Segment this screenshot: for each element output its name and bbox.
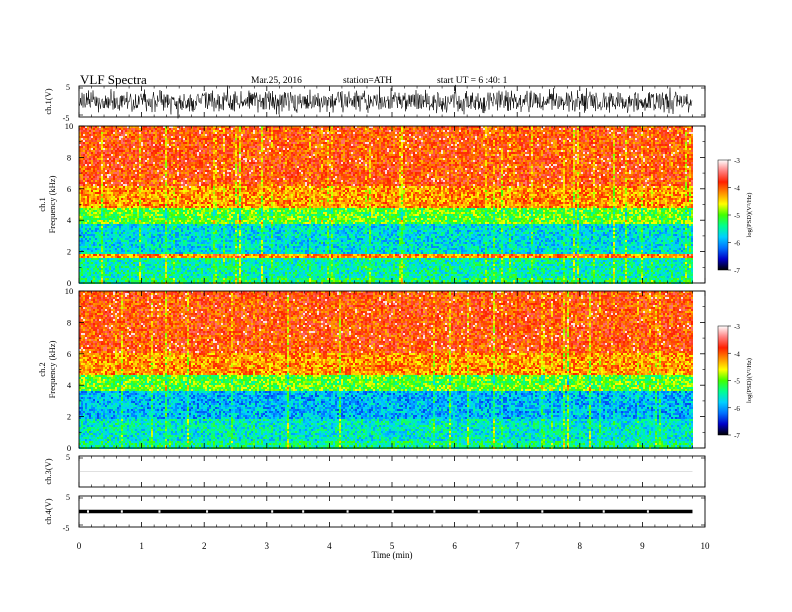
panel-ch4-waveform-series-gap <box>391 510 394 513</box>
panel-ch4-waveform-series-gap <box>158 510 161 513</box>
panel-ch1-spectrogram-colorbar <box>717 159 729 271</box>
panel-ch1-waveform-series-line <box>78 84 693 119</box>
x-tick-label: 8 <box>578 541 583 551</box>
panel-ch2-spectrogram-ytick-label: 0 <box>67 443 71 453</box>
panel-ch4-waveform-series-gap <box>477 510 480 513</box>
panel-ch1-spectrogram-ylabel: Frequency (kHz) <box>47 175 57 233</box>
panel-ch1-spectrogram-ytick-label: 2 <box>67 247 71 257</box>
x-tick-label: 7 <box>515 541 520 551</box>
x-tick-label: 10 <box>701 541 711 551</box>
panel-ch4-waveform-series-gap <box>602 510 605 513</box>
panel-ch4-waveform-ylabel: ch.4(V) <box>43 498 53 524</box>
panel-ch1-spectrogram-colorbar-tick-label: -5 <box>734 212 740 220</box>
panel-ch1-spectrogram-cells <box>79 126 693 284</box>
panel-ch2-spectrogram-ytick-label: 4 <box>67 380 72 390</box>
panel-ch2-spectrogram-colorbar-tick-label: -5 <box>734 378 740 386</box>
panel-ch2-spectrogram-colorbar-tick-label: -7 <box>734 432 740 440</box>
panel-ch1-spectrogram-ytick-label: 10 <box>65 121 74 131</box>
panel-ch3-waveform-ylabel: ch.3(V) <box>43 458 53 484</box>
panel-ch4-waveform-series-gap <box>206 510 209 513</box>
panel-ch2-spectrogram-cells <box>79 291 693 449</box>
x-axis-label: Time (min) <box>372 550 413 560</box>
panel-ch2-spectrogram-colorbar-tick-label: -6 <box>734 405 740 413</box>
panel-ch4-waveform-ytick-label: -5 <box>63 524 70 533</box>
x-tick-label: 9 <box>640 541 645 551</box>
panel-ch2-spectrogram-colorbar <box>717 325 729 436</box>
panel-ch1-spectrogram-colorbar-tick-label: -4 <box>734 185 740 193</box>
panel-ch2-spectrogram-colorbar-tick-label: -4 <box>734 350 740 358</box>
panel-ch4-waveform-series-gap <box>271 510 274 513</box>
start-time-label: start UT = 6 :40: 1 <box>437 76 507 86</box>
panel-ch2-spectrogram-colorbar-tick-label: -3 <box>734 323 740 331</box>
panel-ch1-spectrogram-colorbar-tick-label: -6 <box>734 240 740 248</box>
x-tick-label: 3 <box>265 541 270 551</box>
panel-ch2-spectrogram-ytick-label: 6 <box>67 349 71 359</box>
panel-ch2-spectrogram-ytick-label: 2 <box>67 412 71 422</box>
panel-ch2-spectrogram-ylabel: Frequency (kHz) <box>47 340 57 398</box>
panel-ch4-waveform-series-gap <box>541 510 544 513</box>
panel-ch2-spectrogram-colorbar-label: log(PSD)(V²/Hz) <box>746 358 753 403</box>
station-label: station=ATH <box>343 76 392 86</box>
panel-ch1-spectrogram-colorbar-tick-label: -3 <box>734 157 740 165</box>
x-tick-label: 5 <box>390 541 395 551</box>
chart-title: VLF Spectra <box>80 72 147 88</box>
panel-ch1-spectrogram-ytick-label: 0 <box>67 278 71 288</box>
x-tick-label: 0 <box>77 541 82 551</box>
panel-ch1-waveform-ytick-label: -5 <box>63 114 70 123</box>
x-tick-label: 2 <box>202 541 207 551</box>
panel-ch1-spectrogram-ylabel: ch.1 <box>37 197 47 211</box>
x-tick-label: 4 <box>327 541 332 551</box>
panel-ch2-spectrogram-ylabel: ch.2 <box>37 362 47 376</box>
panel-ch4-waveform-series-gap <box>646 510 649 513</box>
panel-ch3-waveform-ytick-label: 5 <box>66 453 70 462</box>
panel-ch1-spectrogram-ytick-label: 4 <box>67 215 72 225</box>
panel-ch1-spectrogram-ytick-label: 8 <box>67 152 71 162</box>
panel-ch4-waveform-series-gap <box>120 510 123 513</box>
panel-ch4-waveform-series-gap <box>87 510 89 513</box>
x-tick-label: 6 <box>452 541 457 551</box>
x-tick-label: 1 <box>139 541 144 551</box>
panel-ch1-spectrogram-ytick-label: 6 <box>67 184 71 194</box>
panel-ch4-waveform-ytick-label: 5 <box>66 493 70 502</box>
panel-ch1-spectrogram-colorbar-tick-label: -7 <box>734 267 740 275</box>
panel-ch4-waveform-series-gap <box>302 510 305 513</box>
panel-ch2-spectrogram-ytick-label: 8 <box>67 317 71 327</box>
panel-ch1-spectrogram-colorbar-label: log(PSD)(V²/Hz) <box>746 193 753 238</box>
panel-ch1-waveform-ytick-label: 5 <box>66 83 70 92</box>
panel-ch1-waveform-ylabel: ch.1(V) <box>43 88 53 114</box>
panel-ch2-spectrogram-ytick-label: 10 <box>65 286 74 296</box>
date-label: Mar.25, 2016 <box>251 76 302 86</box>
panel-ch4-waveform-series-gap <box>433 510 436 513</box>
panel-ch4-waveform-series-gap <box>346 510 349 513</box>
